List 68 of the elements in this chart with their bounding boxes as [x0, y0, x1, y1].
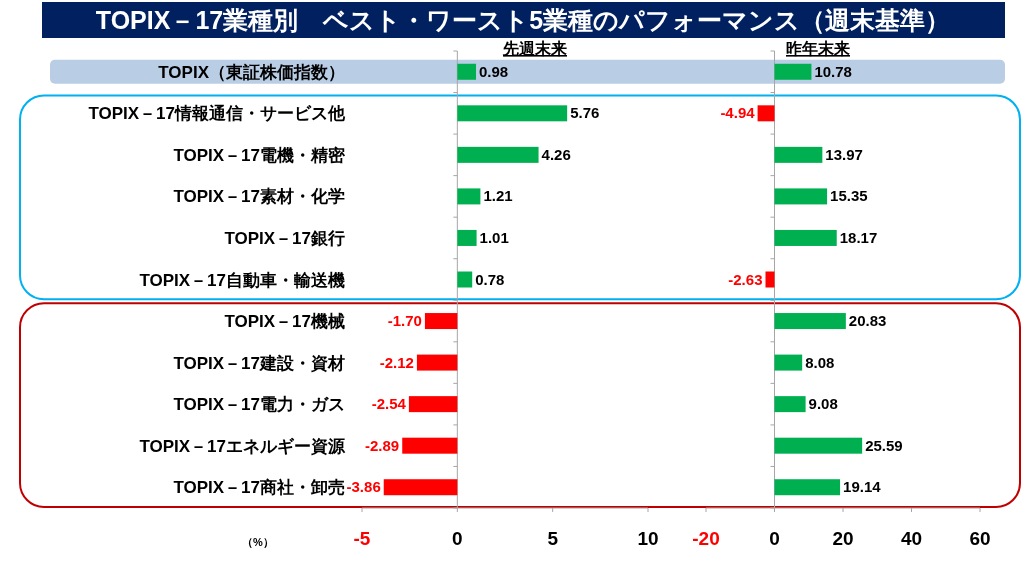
- y-tick-label: TOPIX（東証株価指数）: [158, 62, 345, 82]
- y-tick-label: TOPIX－17情報通信・サービス他: [88, 104, 346, 124]
- data-label: 5.76: [570, 104, 600, 122]
- data-label: -2.54: [371, 395, 407, 413]
- bar: [408, 396, 458, 413]
- data-label: 15.35: [830, 187, 868, 205]
- bar: [774, 354, 803, 371]
- x-tick-label: -20: [692, 528, 720, 549]
- bar: [774, 313, 846, 330]
- data-label: 8.08: [805, 353, 835, 371]
- y-tick-label: TOPIX－17機械: [224, 312, 345, 332]
- data-label: -3.86: [346, 478, 381, 496]
- y-tick-label: TOPIX－17建設・資材: [173, 353, 345, 373]
- x-tick-label: 0: [452, 528, 463, 549]
- bar: [402, 437, 458, 454]
- bar: [765, 271, 775, 288]
- data-label: 1.21: [483, 187, 513, 205]
- x-tick-label: 10: [637, 528, 659, 549]
- data-label: 10.78: [814, 62, 852, 80]
- data-label: 1.01: [479, 228, 509, 246]
- bar: [457, 105, 568, 122]
- data-label: -1.70: [387, 312, 422, 330]
- data-label: -2.63: [728, 270, 763, 288]
- bar: [383, 479, 458, 496]
- data-label: 0.78: [475, 270, 505, 288]
- data-label: 20.83: [848, 312, 887, 330]
- chart-subtitle: 昨年末来: [786, 40, 850, 57]
- data-label: 19.14: [843, 478, 882, 496]
- y-tick-label: TOPIX－17素材・化学: [173, 187, 345, 207]
- y-tick-label: TOPIX－17電力・ガス: [173, 395, 345, 415]
- data-label: 9.08: [808, 395, 838, 413]
- bar: [457, 188, 481, 205]
- x-axis-title: （%）: [242, 536, 274, 549]
- x-tick-label: -5: [353, 528, 371, 549]
- bar: [416, 354, 458, 371]
- y-tick-label: TOPIX－17銀行: [224, 228, 345, 248]
- y-tick-label: TOPIX－17エネルギー資源: [139, 436, 346, 456]
- y-tick-label: TOPIX－17商社・卸売: [173, 478, 345, 498]
- bar: [457, 146, 539, 163]
- y-tick-label: TOPIX－17電機・精密: [173, 145, 346, 165]
- bar: [457, 63, 477, 80]
- x-tick-label: 40: [900, 528, 923, 549]
- data-label: -4.94: [720, 104, 756, 122]
- data-label: 0.98: [479, 62, 509, 80]
- x-tick-label: 60: [969, 528, 991, 549]
- bar: [757, 105, 775, 122]
- data-label: 25.59: [865, 436, 903, 454]
- bar: [774, 479, 841, 496]
- data-label: -2.89: [365, 436, 400, 454]
- chart-title: TOPIX－17業種別 ベスト・ワースト5業種のパフォーマンス（週末基準）: [95, 6, 951, 34]
- bar: [774, 437, 863, 454]
- data-label: 18.17: [839, 228, 878, 246]
- y-tick-label: TOPIX－17自動車・輸送機: [139, 270, 345, 290]
- chart-subtitle: 先週末来: [502, 40, 567, 57]
- x-tick-label: 0: [769, 528, 780, 549]
- data-label: 13.97: [825, 145, 863, 163]
- bar: [457, 271, 473, 288]
- bar: [774, 63, 812, 80]
- bar: [424, 313, 458, 330]
- data-label: -2.12: [379, 353, 414, 371]
- bar: [774, 188, 828, 205]
- x-tick-label: 20: [832, 528, 854, 549]
- bar: [774, 396, 806, 413]
- x-tick-label: 5: [547, 528, 559, 549]
- data-label: 4.26: [541, 145, 571, 163]
- bar: [774, 146, 823, 163]
- bar: [457, 229, 477, 246]
- bar: [774, 229, 837, 246]
